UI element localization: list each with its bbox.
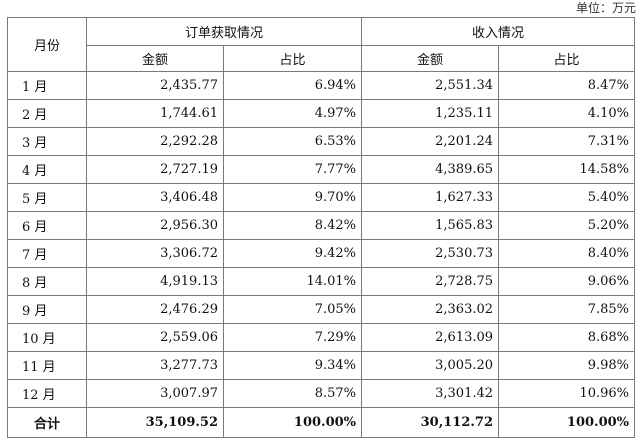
table-row: 5 月 3,406.48 9.70% 1,627.33 5.40% xyxy=(7,183,636,212)
month-cell: 9 月 xyxy=(7,295,87,324)
revenue-amount-cell: 2,728.75 xyxy=(361,267,500,296)
revenue-share-cell: 4.10% xyxy=(498,99,636,128)
month-cell: 4 月 xyxy=(7,155,87,184)
total-orders-amount-cell: 35,109.52 xyxy=(86,407,224,438)
header-orders-group: 订单获取情况 xyxy=(85,17,363,46)
total-row: 合计 35,109.52 100.00% 30,112.72 100.00% xyxy=(7,407,636,438)
revenue-share-cell: 8.40% xyxy=(498,239,636,268)
month-cell: 1 月 xyxy=(7,71,87,100)
month-cell: 8 月 xyxy=(7,267,87,296)
month-cell: 6 月 xyxy=(7,211,87,240)
orders-amount-cell: 2,559.06 xyxy=(86,323,224,352)
header-orders-share: 占比 xyxy=(222,45,363,72)
month-cell: 3 月 xyxy=(7,127,87,156)
revenue-share-cell: 5.40% xyxy=(498,183,636,212)
revenue-amount-cell: 3,301.42 xyxy=(361,379,500,408)
revenue-amount-cell: 2,201.24 xyxy=(361,127,500,156)
orders-share-cell: 8.57% xyxy=(222,379,363,408)
revenue-share-cell: 10.96% xyxy=(498,379,636,408)
orders-amount-cell: 4,919.13 xyxy=(86,267,224,296)
revenue-amount-cell: 2,530.73 xyxy=(361,239,500,268)
revenue-share-cell: 9.98% xyxy=(498,351,636,380)
revenue-share-cell: 14.58% xyxy=(498,155,636,184)
orders-share-cell: 7.77% xyxy=(222,155,363,184)
revenue-amount-cell: 4,389.65 xyxy=(361,155,500,184)
month-cell: 2 月 xyxy=(7,99,87,128)
orders-amount-cell: 2,435.77 xyxy=(86,71,224,100)
orders-share-cell: 14.01% xyxy=(222,267,363,296)
revenue-share-cell: 9.06% xyxy=(498,267,636,296)
revenue-share-cell: 7.85% xyxy=(498,295,636,324)
month-cell: 12 月 xyxy=(7,379,87,408)
header-revenue-share: 占比 xyxy=(498,45,636,72)
revenue-amount-cell: 2,363.02 xyxy=(361,295,500,324)
orders-share-cell: 9.34% xyxy=(222,351,363,380)
total-orders-share-cell: 100.00% xyxy=(222,407,363,438)
monthly-orders-revenue-table: 月份 订单获取情况 收入情况 金额 占比 金额 占比 1 月 2,435.77 … xyxy=(7,17,636,438)
orders-amount-cell: 3,306.72 xyxy=(86,239,224,268)
orders-amount-cell: 2,956.30 xyxy=(86,211,224,240)
revenue-amount-cell: 2,551.34 xyxy=(361,71,500,100)
revenue-share-cell: 5.20% xyxy=(498,211,636,240)
orders-amount-cell: 1,744.61 xyxy=(86,99,224,128)
revenue-share-cell: 8.68% xyxy=(498,323,636,352)
table-row: 4 月 2,727.19 7.77% 4,389.65 14.58% xyxy=(7,155,636,184)
orders-amount-cell: 2,292.28 xyxy=(86,127,224,156)
orders-share-cell: 6.53% xyxy=(222,127,363,156)
month-cell: 7 月 xyxy=(7,239,87,268)
table-row: 11 月 3,277.73 9.34% 3,005.20 9.98% xyxy=(7,351,636,380)
orders-share-cell: 7.05% xyxy=(222,295,363,324)
orders-share-cell: 7.29% xyxy=(222,323,363,352)
revenue-share-cell: 8.47% xyxy=(498,71,636,100)
table-row: 12 月 3,007.97 8.57% 3,301.42 10.96% xyxy=(7,379,636,408)
orders-share-cell: 9.42% xyxy=(222,239,363,268)
table-row: 8 月 4,919.13 14.01% 2,728.75 9.06% xyxy=(7,267,636,296)
total-label-cell: 合计 xyxy=(7,407,87,438)
total-revenue-amount-cell: 30,112.72 xyxy=(361,407,500,438)
revenue-share-cell: 7.31% xyxy=(498,127,636,156)
table-row: 1 月 2,435.77 6.94% 2,551.34 8.47% xyxy=(7,71,636,100)
orders-amount-cell: 3,277.73 xyxy=(86,351,224,380)
month-cell: 5 月 xyxy=(7,183,87,212)
header-revenue-group: 收入情况 xyxy=(361,17,636,46)
orders-share-cell: 9.70% xyxy=(222,183,363,212)
header-month: 月份 xyxy=(7,17,87,72)
orders-amount-cell: 3,406.48 xyxy=(86,183,224,212)
header-row-group: 月份 订单获取情况 收入情况 xyxy=(7,17,636,72)
month-cell: 10 月 xyxy=(7,323,87,352)
revenue-amount-cell: 2,613.09 xyxy=(361,323,500,352)
orders-share-cell: 8.42% xyxy=(222,211,363,240)
revenue-amount-cell: 3,005.20 xyxy=(361,351,500,380)
header-row-sub: 金额 占比 金额 占比 xyxy=(8,45,636,72)
table-row: 7 月 3,306.72 9.42% 2,530.73 8.40% xyxy=(7,239,636,268)
month-cell: 11 月 xyxy=(7,351,87,380)
orders-amount-cell: 3,007.97 xyxy=(86,379,224,408)
orders-share-cell: 6.94% xyxy=(222,71,363,100)
revenue-amount-cell: 1,565.83 xyxy=(361,211,500,240)
table-row: 9 月 2,476.29 7.05% 2,363.02 7.85% xyxy=(7,295,636,324)
revenue-amount-cell: 1,235.11 xyxy=(361,99,500,128)
total-revenue-share-cell: 100.00% xyxy=(498,407,636,438)
table-row: 6 月 2,956.30 8.42% 1,565.83 5.20% xyxy=(7,211,636,240)
table-row: 2 月 1,744.61 4.97% 1,235.11 4.10% xyxy=(7,99,636,128)
orders-amount-cell: 2,476.29 xyxy=(86,295,224,324)
revenue-amount-cell: 1,627.33 xyxy=(361,183,500,212)
header-revenue-amount: 金额 xyxy=(361,45,500,72)
unit-label: 单位：万元 xyxy=(575,1,636,15)
orders-share-cell: 4.97% xyxy=(222,99,363,128)
table-row: 10 月 2,559.06 7.29% 2,613.09 8.68% xyxy=(7,323,636,352)
table-row: 3 月 2,292.28 6.53% 2,201.24 7.31% xyxy=(7,127,636,156)
orders-amount-cell: 2,727.19 xyxy=(86,155,224,184)
header-orders-amount: 金额 xyxy=(86,45,224,72)
